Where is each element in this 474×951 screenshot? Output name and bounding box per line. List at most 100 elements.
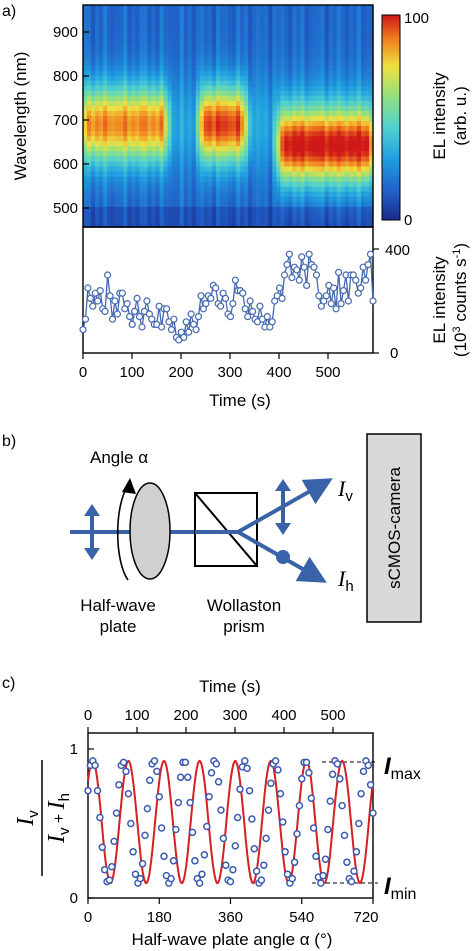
heatmap-cell: [155, 131, 161, 137]
heatmap-cell: [348, 45, 354, 52]
heatmap-cell: [248, 216, 253, 223]
heatmap-cell: [368, 126, 374, 132]
heatmap-cell: [268, 131, 273, 137]
heatmap-cell: [215, 211, 221, 218]
heatmap-cell: [127, 5, 132, 11]
heatmap-cell: [272, 176, 277, 183]
heatmap-cell: [179, 176, 185, 183]
heatmap-cell: [232, 5, 237, 11]
heatmap-cell: [87, 45, 92, 52]
heatmap-cell: [300, 105, 306, 112]
heatmap-cell: [139, 206, 145, 213]
heatmap-cell: [195, 136, 201, 142]
heatmap-cell: [240, 146, 245, 152]
heatmap-cell: [163, 171, 169, 178]
heatmap-cell: [115, 191, 120, 198]
heatmap-cell: [236, 70, 241, 77]
heatmap-cell: [199, 136, 205, 142]
heatmap-cell: [284, 146, 290, 152]
heatmap-cell: [308, 85, 314, 92]
heatmap-cell: [83, 100, 88, 107]
heatmap-cell: [99, 206, 104, 213]
data-point: [176, 773, 185, 782]
heatmap-cell: [187, 80, 193, 87]
heatmap-cell: [340, 146, 346, 152]
heatmap-cell: [131, 136, 136, 142]
heatmap-cell: [252, 85, 257, 92]
heatmap-cell: [111, 85, 116, 92]
heatmap-cell: [147, 176, 153, 183]
heatmap-cell: [268, 196, 273, 203]
heatmap-cell: [336, 20, 342, 26]
heatmap-cell: [288, 85, 294, 92]
heatmap-cell: [240, 50, 245, 57]
heatmap-cell: [139, 30, 145, 36]
heatmap-cell: [167, 166, 173, 173]
heatmap-cell: [348, 161, 354, 168]
heatmap-cell: [207, 70, 213, 77]
heatmap-cell: [348, 196, 354, 203]
heatmap-cell: [107, 95, 112, 102]
heatmap-cell: [272, 95, 277, 102]
heatmap-cell: [312, 126, 318, 132]
heatmap-cell: [223, 5, 229, 11]
heatmap-cell: [336, 60, 342, 67]
heatmap-cell: [368, 70, 374, 77]
heatmap-cell: [288, 5, 294, 11]
heatmap-cell: [276, 141, 281, 147]
heatmap-cell: [135, 75, 140, 82]
heatmap-cell: [324, 146, 330, 152]
heatmap-cell: [336, 105, 342, 112]
heatmap-cell: [115, 161, 120, 168]
heatmap-cell: [240, 141, 245, 147]
heatmap-cell: [360, 15, 366, 21]
heatmap-cell: [223, 105, 229, 112]
heatmap-cell: [151, 161, 157, 168]
heatmap-cell: [111, 20, 116, 26]
heatmap-cell: [167, 201, 173, 208]
heatmap-cell: [119, 90, 124, 97]
heatmap-cell: [191, 191, 197, 198]
heatmap-cell: [191, 116, 197, 122]
heatmap-cell: [195, 166, 201, 173]
heatmap-cell: [111, 55, 116, 62]
heatmap-cell: [171, 110, 177, 117]
heatmap-cell: [352, 156, 358, 163]
heatmap-cell: [276, 181, 281, 188]
heatmap-cell: [328, 141, 334, 147]
heatmap-cell: [135, 146, 140, 152]
timetrace-point: [113, 310, 122, 318]
heatmap-cell: [276, 136, 281, 142]
data-point: [250, 845, 259, 853]
heatmap-cell: [191, 136, 197, 142]
heatmap-cell: [147, 116, 153, 122]
timetrace-point: [300, 263, 308, 271]
timetrace-point: [366, 250, 375, 258]
heatmap-cell: [360, 30, 366, 36]
heatmap-cell: [159, 191, 165, 198]
heatmap-cell: [99, 45, 104, 52]
heatmap-cell: [219, 45, 225, 52]
data-point: [359, 767, 368, 776]
heatmap-cell: [256, 75, 261, 82]
heatmap-cell: [163, 80, 169, 87]
heatmap-cell: [296, 60, 302, 67]
heatmap-cell: [356, 161, 362, 168]
heatmap-cell: [103, 35, 108, 41]
heatmap-cell: [236, 181, 241, 188]
heatmap-cell: [167, 131, 173, 137]
heatmap-cell: [232, 141, 237, 147]
heatmap-cell: [312, 55, 318, 62]
data-point: [328, 770, 337, 779]
heatmap-cell: [115, 15, 120, 21]
heatmap-cell: [199, 151, 205, 157]
heatmap-cell: [155, 216, 161, 223]
heatmap-cell: [191, 126, 197, 132]
heatmap-cell: [308, 141, 314, 147]
heatmap-cell: [364, 40, 370, 46]
heatmap-cell: [115, 141, 120, 147]
heatmap-cell: [340, 25, 346, 31]
heatmap-cell: [163, 216, 169, 223]
heatmap-cell: [207, 35, 213, 41]
data-point: [91, 761, 99, 770]
